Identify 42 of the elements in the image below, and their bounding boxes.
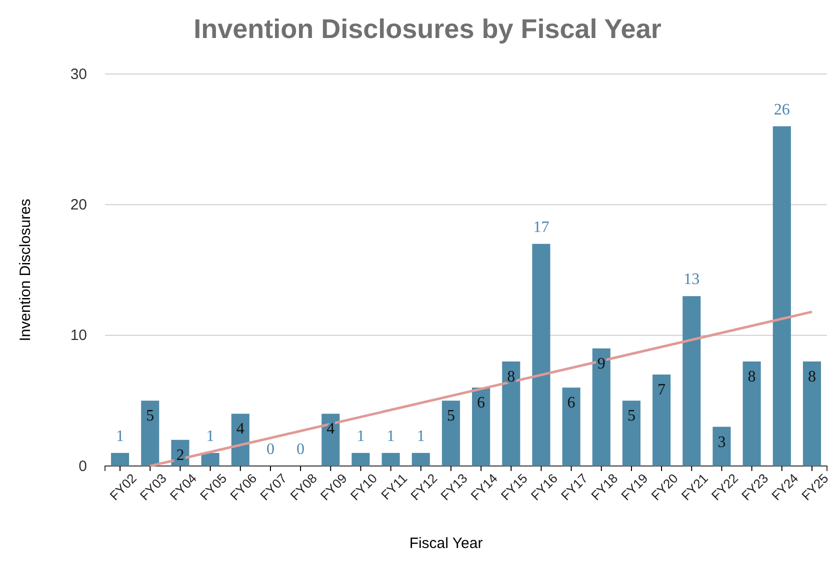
data-label: 5 <box>446 408 455 425</box>
data-label: 17 <box>533 218 550 236</box>
bar <box>742 361 761 466</box>
x-axis-title: Fiscal Year <box>409 535 483 552</box>
y-tick-label: 0 <box>78 458 87 475</box>
data-label: 13 <box>684 271 700 288</box>
data-label: 7 <box>658 382 666 399</box>
bar <box>502 361 520 466</box>
bar <box>772 126 791 466</box>
data-label: 8 <box>808 368 816 386</box>
bar <box>412 452 430 466</box>
data-label: 1 <box>206 428 214 445</box>
data-label: 0 <box>296 441 305 458</box>
y-tick-label: 10 <box>70 327 87 344</box>
bar <box>201 452 220 466</box>
y-tick-label: 20 <box>70 196 87 214</box>
bar <box>652 374 671 466</box>
data-label: 1 <box>416 428 425 445</box>
chart-title: Invention Disclosures by Fiscal Year <box>194 14 662 44</box>
data-label: 6 <box>477 394 486 412</box>
data-label: 1 <box>116 428 124 445</box>
data-label: 0 <box>266 441 274 458</box>
bar <box>532 244 550 466</box>
data-label: 5 <box>627 408 636 425</box>
bar <box>382 452 400 466</box>
data-label: 1 <box>356 428 365 445</box>
bar <box>682 296 701 466</box>
data-label: 3 <box>718 434 726 451</box>
bar <box>802 361 821 466</box>
data-label: 4 <box>326 420 335 438</box>
data-label: 8 <box>748 368 756 386</box>
data-label: 1 <box>386 428 395 445</box>
bar <box>562 388 580 466</box>
bar <box>592 348 610 466</box>
data-label: 4 <box>236 420 244 438</box>
data-label: 5 <box>146 408 154 425</box>
data-label: 26 <box>774 101 790 118</box>
y-axis-title: Invention Disclosures <box>17 198 34 342</box>
bar <box>111 452 130 466</box>
y-tick-label: 30 <box>70 66 87 83</box>
data-label: 6 <box>567 394 576 412</box>
bar <box>352 452 370 466</box>
